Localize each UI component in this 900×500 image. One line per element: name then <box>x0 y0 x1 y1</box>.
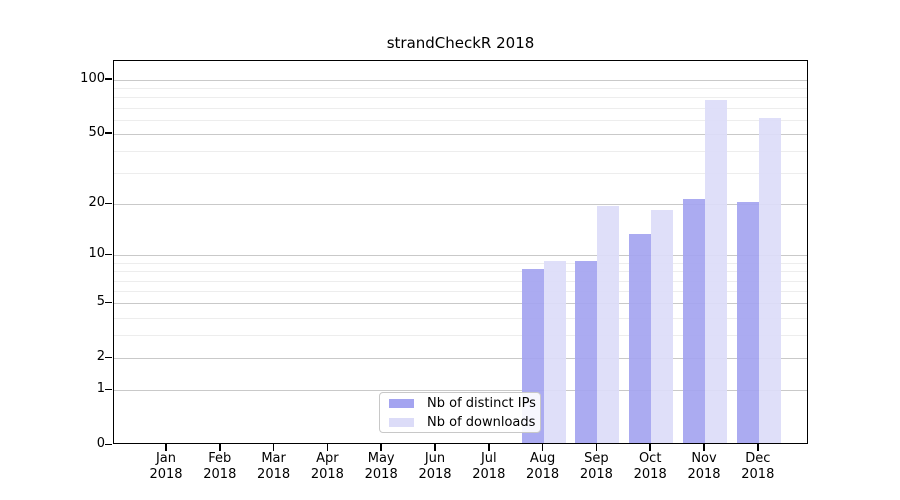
x-tick-mark <box>219 444 221 451</box>
minor-gridline <box>114 262 807 264</box>
y-tick-label: 100 <box>80 70 105 86</box>
bar-downloads <box>651 210 674 443</box>
bar-distinct-ips <box>575 260 598 443</box>
major-gridline <box>114 255 807 257</box>
legend: Nb of distinct IPs Nb of downloads <box>379 392 541 433</box>
major-gridline <box>114 79 807 81</box>
x-tick-mark <box>488 444 490 451</box>
y-tick-mark <box>105 388 112 391</box>
y-tick-label: 20 <box>88 195 105 211</box>
bar-downloads <box>705 100 727 443</box>
x-tick-mark <box>272 444 275 451</box>
x-tick-label: Feb 2018 <box>203 451 237 482</box>
x-tick-label: Mar 2018 <box>257 451 291 482</box>
major-gridline <box>114 390 807 392</box>
legend-item-downloads: Nb of downloads <box>380 414 540 430</box>
y-tick-label: 50 <box>88 124 105 140</box>
minor-gridline <box>114 280 807 282</box>
x-tick-label: Nov 2018 <box>687 451 721 482</box>
y-tick-mark <box>105 202 112 205</box>
major-gridline <box>114 303 807 305</box>
bar-distinct-ips <box>683 198 705 443</box>
chart-title: strandCheckR 2018 <box>386 34 535 52</box>
minor-gridline <box>114 173 807 175</box>
y-tick-mark <box>105 301 112 304</box>
minor-gridline <box>114 97 807 99</box>
legend-swatch-downloads <box>389 417 414 427</box>
minor-gridline <box>114 151 807 153</box>
legend-swatch-distinct-ips <box>389 398 414 408</box>
y-tick-mark <box>105 356 112 359</box>
y-tick-label: 5 <box>96 294 105 310</box>
legend-label-distinct-ips: Nb of distinct IPs <box>427 395 536 411</box>
x-tick-label: Aug 2018 <box>526 451 560 482</box>
plot-area: Nb of distinct IPs Nb of downloads <box>113 60 808 444</box>
minor-gridline <box>114 291 807 293</box>
y-tick-label: 10 <box>88 246 105 262</box>
minor-gridline <box>114 335 807 337</box>
minor-gridline <box>114 88 807 90</box>
minor-gridline <box>114 107 807 109</box>
x-tick-label: May 2018 <box>364 451 398 482</box>
x-tick-label: Dec 2018 <box>741 451 775 482</box>
x-tick-mark <box>757 444 759 451</box>
y-tick-mark <box>105 78 112 80</box>
x-tick-mark <box>326 444 329 451</box>
x-tick-mark <box>595 444 598 451</box>
minor-gridline <box>114 317 807 319</box>
x-tick-label: Jun 2018 <box>418 451 452 482</box>
x-tick-mark <box>541 444 544 451</box>
x-tick-mark <box>165 444 167 451</box>
x-tick-label: Jul 2018 <box>472 451 506 482</box>
bar-distinct-ips <box>736 202 759 443</box>
x-tick-label: Sep 2018 <box>579 451 613 482</box>
y-tick-label: 0 <box>96 436 105 451</box>
major-gridline <box>114 204 807 206</box>
bar-distinct-ips <box>629 234 652 443</box>
bar-downloads <box>543 260 566 443</box>
y-tick-mark <box>105 132 112 134</box>
minor-gridline <box>114 119 807 121</box>
x-tick-mark <box>703 444 705 451</box>
y-tick-label: 2 <box>96 349 105 365</box>
major-gridline <box>114 358 807 360</box>
legend-item-distinct-ips: Nb of distinct IPs <box>380 395 540 411</box>
minor-gridline <box>114 271 807 273</box>
bar-downloads <box>758 117 781 443</box>
major-gridline <box>114 133 807 135</box>
legend-label-downloads: Nb of downloads <box>427 414 536 430</box>
y-tick-mark <box>105 253 112 256</box>
bar-downloads <box>597 206 620 443</box>
x-tick-label: Oct 2018 <box>633 451 667 482</box>
x-tick-mark <box>434 444 436 451</box>
x-tick-mark <box>649 444 651 451</box>
y-tick-mark <box>105 443 112 445</box>
x-tick-label: Apr 2018 <box>310 451 344 482</box>
x-tick-mark <box>380 444 382 451</box>
x-tick-label: Jan 2018 <box>149 451 183 482</box>
y-tick-label: 1 <box>96 381 105 397</box>
